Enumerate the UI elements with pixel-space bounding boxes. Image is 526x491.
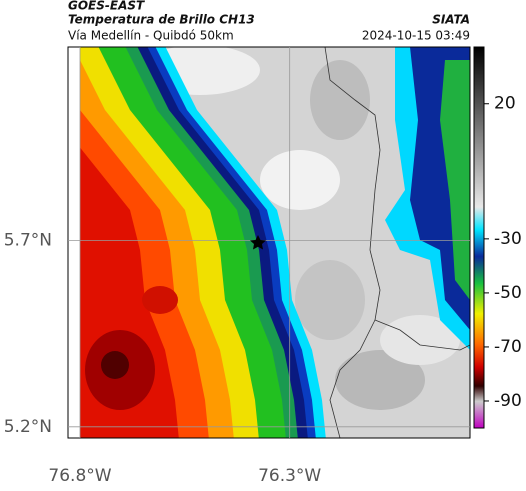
colorbar-tick-label: 20 bbox=[494, 94, 516, 114]
cloud-layer bbox=[440, 60, 470, 300]
satellite-image bbox=[80, 47, 470, 438]
y-tick-label: 5.7°N bbox=[4, 231, 52, 251]
x-tick-label: 76.8°W bbox=[48, 466, 111, 486]
cold-core bbox=[142, 286, 178, 314]
y-tick-label: 5.2°N bbox=[4, 417, 52, 437]
colorbar-tick-label: -50 bbox=[494, 283, 522, 303]
border bbox=[324, 47, 470, 351]
region: Vía Medellín - Quibdó 50km bbox=[68, 29, 234, 43]
colorbar-tick-label: -70 bbox=[494, 337, 522, 357]
location-marker bbox=[250, 235, 266, 250]
colorbar-tick-label: -30 bbox=[494, 229, 522, 249]
map-frame bbox=[67, 46, 471, 439]
colorbar bbox=[473, 46, 485, 429]
border bbox=[329, 319, 376, 438]
x-tick-label: 76.3°W bbox=[258, 466, 321, 486]
colorbar-tick-label: -90 bbox=[494, 391, 522, 411]
product: Temperatura de Brillo CH13 bbox=[68, 13, 255, 27]
cold-core bbox=[101, 351, 129, 379]
timestamp: 2024-10-15 03:49 bbox=[362, 29, 470, 43]
source: SIATA bbox=[432, 13, 470, 27]
satellite: GOES-EAST bbox=[68, 0, 145, 13]
